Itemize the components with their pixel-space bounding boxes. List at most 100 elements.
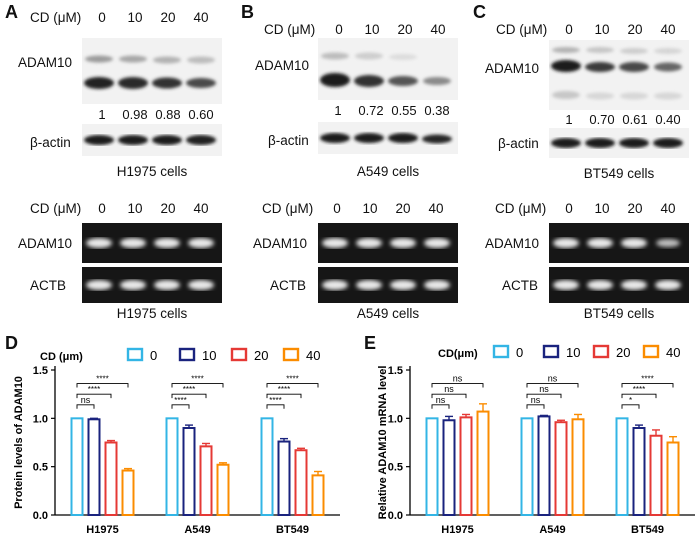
y-tick-label: 0.0 [33,510,48,522]
significance-bracket [621,383,674,388]
cell-line-caption: A549 cells [356,164,420,179]
significance-label: **** [191,375,203,384]
loading-label: β-actin [498,136,539,151]
significance-bracket [266,383,319,388]
western-blot-actin [549,128,689,158]
significance-bracket [431,383,484,388]
bar [571,418,585,516]
gel-gene-label: ADAM10 [253,236,308,251]
bar [121,469,135,517]
gel-control-label: ACTB [270,278,307,293]
lane-label: 20 [397,22,413,37]
x-tick-label: BT549 [276,524,309,536]
legend-swatch [642,344,660,359]
gel-control-label: ACTB [502,278,539,293]
lane-label: 40 [428,201,444,216]
y-tick-label: 0.0 [388,510,403,522]
significance-label: **** [278,385,290,394]
ratio-value: 1 [334,103,342,118]
significance-label: ns [548,374,558,384]
significance-bracket [431,393,467,399]
ratio-value: 0.61 [622,112,648,127]
bar [87,418,101,516]
lane-label: 0 [565,201,573,216]
bar [520,417,534,516]
cd-label: CD (μM) [496,22,548,37]
bar [260,417,274,516]
significance-label: **** [269,396,281,405]
cell-line-caption: A549 cells [356,306,420,321]
bar [425,417,439,516]
bar [554,421,568,516]
legend-swatch [230,347,248,362]
significance-label: ns [539,384,549,394]
cd-label: CD (μM) [495,201,547,216]
western-blot-adam10 [549,40,689,110]
legend-label: 40 [306,348,320,363]
bar [311,474,325,517]
lane-label: 20 [627,201,643,216]
pcr-gel-adam10 [82,223,222,263]
y-tick-label: 1.5 [388,365,403,377]
gel-gene-label: ADAM10 [18,236,73,251]
legend-swatch [492,344,510,359]
bar [165,417,179,516]
legend-label: 20 [616,345,630,360]
cd-label: CD (μM) [30,10,82,25]
legend-title: CD(μm) [438,348,478,360]
legend-swatch [282,347,300,362]
significance-bracket [621,404,640,409]
significance-label: ns [444,384,454,394]
lane-label: 40 [193,10,209,25]
significance-bracket [431,404,450,409]
lane-label: 10 [127,10,143,25]
lane-label: 0 [565,22,573,37]
panel-letter-d: D [5,333,18,353]
lane-label: 20 [160,201,176,216]
western-blot-actin [82,124,222,156]
y-tick-label: 0.5 [33,462,48,474]
ratio-value: 0.38 [424,103,450,118]
lane-label: 10 [364,22,380,37]
lane-label: 0 [335,22,343,37]
protein-label: ADAM10 [255,58,310,73]
lane-label: 10 [594,22,610,37]
y-tick-label: 0.5 [388,462,403,474]
lane-label: 20 [627,22,643,37]
cell-line-caption: H1975 cells [116,164,188,179]
significance-bracket [171,393,207,399]
lane-label: 0 [333,201,341,216]
significance-bracket [171,383,224,388]
western-blot-adam10 [318,38,458,100]
significance-label: **** [183,385,195,394]
ratio-value: 0.55 [391,103,417,118]
ratio-value: 0.40 [655,112,681,127]
legend-label: 20 [254,348,268,363]
x-tick-label: H1975 [86,524,118,536]
y-tick-label: 1.0 [388,413,403,425]
ratio-value: 1 [565,112,573,127]
y-tick-label: 1.5 [33,365,48,377]
western-blot-adam10 [82,38,222,104]
y-axis-label: Protein levels of ADAM10 [13,376,25,509]
significance-label: ns [81,395,91,405]
pcr-gel-adam10 [318,223,458,263]
bar [459,416,473,516]
x-tick-label: H1975 [441,524,473,536]
significance-bracket [266,404,285,409]
significance-label: ns [531,395,541,405]
cell-line-caption: BT549 cells [583,166,655,181]
legend-swatch [592,344,610,359]
protein-label: ADAM10 [485,61,540,76]
legend-label: 40 [666,345,680,360]
lane-label: 40 [430,22,446,37]
ratio-value: 0.98 [122,107,148,122]
bar [666,441,680,516]
legend-label: 10 [566,345,580,360]
cd-label: CD (μM) [30,201,82,216]
significance-label: **** [96,375,108,384]
bar [442,419,456,516]
bar [476,410,490,516]
pcr-gel-actb [82,267,222,303]
ratio-value: 0.70 [589,112,615,127]
